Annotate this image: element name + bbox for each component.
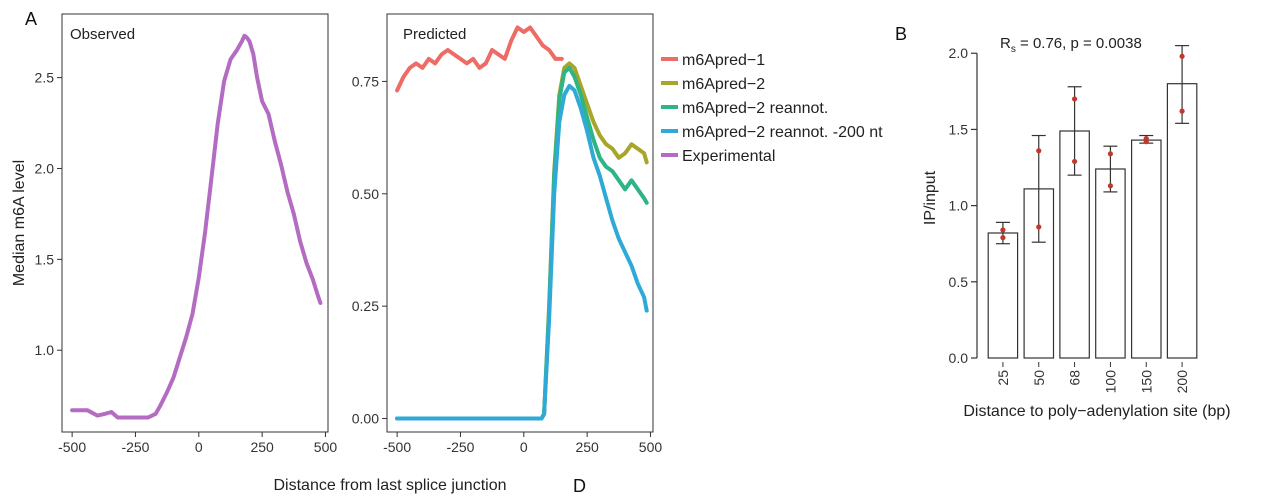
bar-25 — [987, 232, 1019, 359]
legend-label-4: Experimental — [682, 148, 775, 165]
observed-panel-title: Observed — [70, 26, 135, 43]
predicted-y-tick-label: 0.00 — [352, 411, 379, 427]
predicted-x-tick-label: 0 — [520, 439, 528, 455]
legend-label-2: m6Apred−2 reannot. — [682, 100, 828, 117]
predicted-series-line-2 — [395, 65, 649, 421]
predicted-panel-title: Predicted — [403, 26, 466, 43]
data-point-68-1 — [1071, 158, 1078, 165]
bar-y-tick-label: 1.0 — [949, 198, 969, 214]
data-point-150-1 — [1143, 135, 1149, 142]
data-point-200-1 — [1179, 108, 1185, 114]
bar-marks — [987, 45, 1198, 359]
predicted-x-tick-label: -500 — [383, 439, 411, 455]
bar-x-ticks: 25 50 68 100 150 200 — [995, 362, 1190, 393]
observed-x-tick-label: -500 — [58, 439, 86, 455]
bar-100 — [1095, 168, 1126, 359]
data-point-100-0 — [1107, 151, 1114, 157]
predicted-y-tick-label: 0.75 — [352, 73, 379, 89]
bar-200 — [1166, 83, 1198, 359]
data-point-50-1 — [1036, 224, 1042, 230]
predicted-y-ticks: 0.00 0.25 0.50 0.75 — [352, 73, 387, 427]
bar-y-ticks: 0.0 0.5 1.0 1.5 2.0 — [949, 45, 978, 366]
predicted-x-tick-label: 500 — [639, 439, 663, 455]
observed-y-ticks: 1.0 1.5 2.0 2.5 — [35, 70, 62, 358]
bar-y-tick-label: 2.0 — [949, 45, 969, 61]
observed-series-line-0 — [70, 33, 323, 420]
bar-y-tick-label: 0.5 — [949, 274, 969, 290]
observed-y-tick-label: 2.0 — [35, 160, 55, 176]
bar-x-tick-label: 68 — [1067, 370, 1083, 386]
bar-x-tick-label: 150 — [1138, 370, 1154, 394]
predicted-series-line-0 — [395, 25, 564, 93]
panel-letter-b: B — [895, 24, 907, 44]
data-point-200-0 — [1179, 53, 1185, 59]
legend-label-1: m6Apred−2 — [682, 76, 765, 93]
observed-x-tick-label: 0 — [195, 439, 203, 455]
observed-chart: Observed -500 -250 0 250 500 1.0 1.5 2.0 2.5 Me… — [11, 13, 337, 455]
observed-series — [70, 33, 323, 420]
correlation-annotation: Rs = 0.76, p = 0.0038 — [1000, 35, 1142, 55]
predicted-series-line-1 — [395, 61, 649, 421]
observed-x-ticks: -500 -250 0 250 500 — [58, 432, 337, 455]
splice-x-axis-label: Distance from last splice junction — [274, 477, 507, 494]
data-point-25-0 — [1000, 227, 1006, 233]
annotation-subscript: s — [1011, 44, 1016, 55]
predicted-y-tick-label: 0.50 — [352, 186, 379, 202]
ip-input-bar-chart: 0.0 0.5 1.0 1.5 2.0 25 50 68 100 150 200 Rs = 0.7… — [922, 35, 1231, 420]
observed-y-axis-label: Median m6A level — [11, 160, 28, 286]
data-point-25-1 — [1000, 235, 1006, 241]
predicted-x-tick-label: -250 — [446, 439, 474, 455]
legend-label-0: m6Apred−1 — [682, 52, 765, 69]
bar-y-axis-label: IP/input — [922, 170, 939, 225]
panel-letter-d: D — [573, 476, 586, 496]
bar-x-tick-label: 100 — [1102, 370, 1118, 394]
annotation-r: R — [1000, 35, 1011, 52]
panel-letter-a: A — [25, 9, 37, 29]
legend-label-3: m6Apred−2 reannot. -200 nt — [682, 124, 883, 141]
bar-x-tick-label: 200 — [1174, 370, 1190, 394]
predicted-x-tick-label: 250 — [575, 439, 599, 455]
data-point-100-1 — [1107, 183, 1114, 189]
observed-y-tick-label: 1.0 — [35, 342, 55, 358]
bar-x-tick-label: 50 — [1031, 370, 1047, 386]
bar-y-tick-label: 0.0 — [949, 350, 969, 366]
bar-y-tick-label: 1.5 — [949, 121, 969, 137]
predicted-plot-frame — [386, 13, 654, 433]
observed-x-tick-label: 500 — [314, 439, 338, 455]
predicted-legend: m6Apred−1 m6Apred−2 m6Apred−2 reannot. m6Ap… — [661, 52, 883, 165]
predicted-y-tick-label: 0.25 — [352, 298, 379, 314]
annotation-stats: = 0.76, p = 0.0038 — [1016, 35, 1142, 52]
predicted-series — [395, 25, 649, 421]
observed-x-tick-label: 250 — [250, 439, 274, 455]
bar-x-axis-label: Distance to poly−adenylation site (bp) — [963, 403, 1230, 420]
observed-y-tick-label: 2.5 — [35, 70, 55, 86]
data-point-68-0 — [1071, 96, 1078, 102]
observed-y-tick-label: 1.5 — [35, 251, 55, 267]
predicted-chart: Predicted -500 -250 0 250 500 0.000.250.500.… — [352, 13, 883, 455]
observed-x-tick-label: -250 — [121, 439, 149, 455]
observed-plot-frame — [61, 13, 329, 433]
predicted-series-line-3 — [395, 83, 649, 421]
predicted-x-ticks: -500 -250 0 250 500 — [383, 432, 662, 455]
bar-150 — [1130, 139, 1162, 359]
data-point-50-0 — [1036, 148, 1042, 154]
bar-x-tick-label: 25 — [995, 370, 1011, 386]
